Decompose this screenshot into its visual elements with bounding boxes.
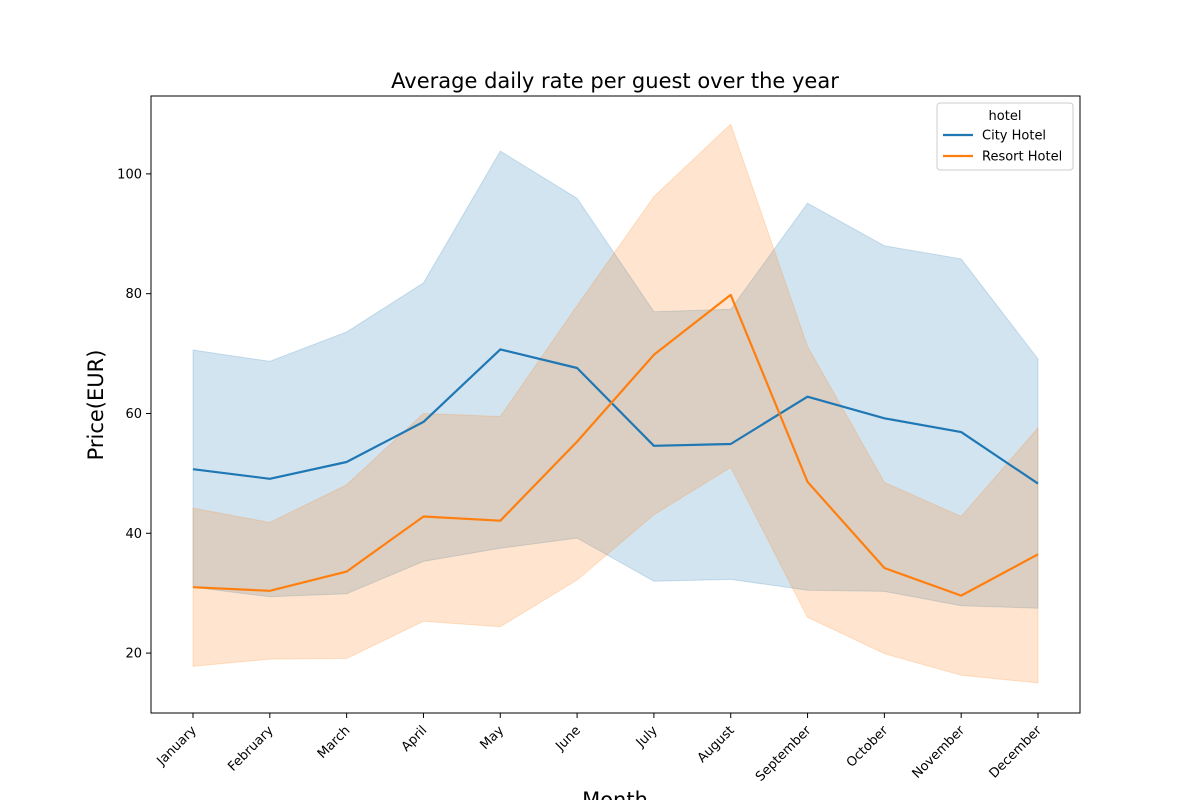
series-lines (192, 293, 1039, 597)
x-tick-label: September (753, 723, 815, 785)
y-tick-label: 100 (117, 167, 142, 182)
y-tick-label: 60 (125, 407, 142, 422)
x-tick-label: December (987, 723, 1046, 782)
city-hotel-line (192, 348, 1039, 485)
plot-frame (150, 95, 1081, 714)
legend-box (936, 102, 1074, 171)
x-tick-label: November (910, 723, 969, 782)
x-tick-label: July (633, 723, 661, 751)
y-axis-label: Price(EUR) (84, 350, 108, 461)
x-tick-label: June (553, 723, 584, 754)
resort-hotel-ci-band (192, 123, 1039, 684)
x-tick-label: October (844, 723, 892, 771)
x-tick-label: May (477, 723, 507, 753)
legend-entry-resort-hotel: Resort Hotel (982, 150, 1062, 165)
x-tick-label: April (399, 723, 431, 755)
x-tick-label: January (154, 723, 200, 769)
y-tick-label: 40 (125, 527, 142, 542)
legend-title: hotel (989, 109, 1022, 124)
legend: hotel City Hotel Resort Hotel (936, 102, 1074, 171)
y-axis: 20 40 60 80 100 (117, 167, 151, 662)
y-tick-label: 20 (125, 647, 142, 662)
y-tick-label: 80 (125, 287, 142, 302)
chart-title: Average daily rate per guest over the ye… (391, 69, 839, 93)
x-tick-label: March (315, 723, 354, 762)
x-tick-label: August (695, 723, 738, 766)
legend-entry-city-hotel: City Hotel (982, 129, 1046, 144)
confidence-bands (192, 123, 1039, 684)
x-axis-label: Month (582, 788, 648, 800)
x-tick-label: February (225, 723, 277, 775)
x-axis: January February March April May June July Augu… (154, 713, 1046, 785)
city-hotel-ci-band (192, 150, 1039, 609)
resort-hotel-line (192, 293, 1039, 597)
